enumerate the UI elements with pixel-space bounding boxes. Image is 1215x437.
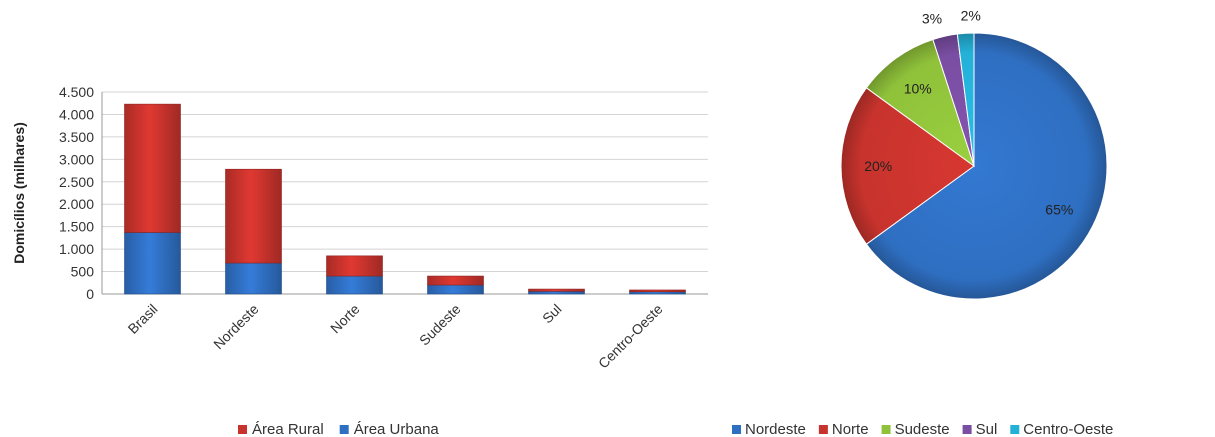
pie-value-label-sudeste: 10% bbox=[904, 81, 932, 97]
pie-chart: 65% 20% 10% 3% 2% Nordeste Norte Sudeste Sul Cen… bbox=[732, 7, 1113, 437]
legend-label-area-urbana: Área Urbana bbox=[354, 421, 440, 437]
bar-legend: Área Rural Área Urbana bbox=[238, 421, 439, 437]
pie-value-label-centro-oeste: 2% bbox=[961, 7, 981, 23]
legend-label-centro-oeste: Centro-Oeste bbox=[1023, 421, 1113, 437]
bar-y-axis-label: Domicílios (milhares) bbox=[11, 122, 27, 264]
pie-value-label-nordeste: 65% bbox=[1045, 201, 1073, 217]
legend-swatch-sul bbox=[962, 425, 972, 434]
category-label-sul: Sul bbox=[539, 301, 565, 327]
bar-norte-area-urbana bbox=[326, 275, 383, 295]
bar-y-ticks: 0 500 1.000 1.500 2.000 2.500 3.000 3.500 4.000 4… bbox=[59, 84, 94, 302]
pie-slice-sudeste bbox=[865, 38, 975, 168]
pie-legend: Nordeste Norte Sudeste Sul Centro-Oeste bbox=[732, 421, 1113, 437]
bar-norte-area-rural bbox=[326, 255, 383, 277]
category-label-centro-oeste: Centro-Oeste bbox=[595, 301, 666, 372]
pie-slice-centro-oeste bbox=[956, 32, 975, 167]
legend-label-norte: Norte bbox=[832, 421, 869, 437]
legend-swatch-area-urbana bbox=[339, 425, 349, 434]
pie-value-label-sul: 3% bbox=[922, 11, 942, 27]
bar-marks bbox=[124, 103, 686, 295]
y-tick-label: 2.500 bbox=[59, 174, 94, 190]
pie-labels: 65% 20% 10% 3% 2% bbox=[864, 7, 1073, 217]
bar-category-labels: Brasil Nordeste Norte Sudeste Sul Centro-Oest… bbox=[125, 301, 666, 372]
legend-label-sul: Sul bbox=[976, 421, 998, 437]
category-label-norte: Norte bbox=[327, 301, 363, 337]
bar-nordeste-area-urbana bbox=[225, 262, 282, 295]
legend-label-area-rural: Área Rural bbox=[252, 421, 324, 437]
bar-centro-oeste-area-urbana bbox=[629, 291, 686, 295]
y-tick-label: 3.500 bbox=[59, 129, 94, 145]
bar-gridlines bbox=[101, 91, 708, 295]
pie-slice-nordeste bbox=[865, 32, 1108, 300]
y-tick-label: 4.500 bbox=[59, 84, 94, 100]
pie-slice-norte bbox=[840, 87, 975, 245]
y-tick-label: 3.000 bbox=[59, 151, 94, 167]
legend-swatch-nordeste bbox=[732, 425, 741, 434]
category-label-brasil: Brasil bbox=[125, 301, 161, 337]
bar-sul-area-rural bbox=[528, 288, 585, 292]
y-tick-label: 500 bbox=[71, 264, 95, 280]
category-label-sudeste: Sudeste bbox=[416, 301, 464, 349]
bar-brasil-area-urbana bbox=[124, 232, 181, 295]
legend-swatch-centro-oeste bbox=[1010, 425, 1020, 434]
pie-value-label-norte: 20% bbox=[864, 158, 892, 174]
bar-nordeste-area-rural bbox=[225, 168, 282, 264]
y-tick-label: 1.500 bbox=[59, 219, 94, 235]
y-tick-label: 4.000 bbox=[59, 106, 94, 122]
bar-chart: 0 500 1.000 1.500 2.000 2.500 3.000 3.500 4.000 4… bbox=[11, 84, 708, 437]
y-tick-label: 2.000 bbox=[59, 196, 94, 212]
pie-slices bbox=[840, 32, 1108, 300]
legend-label-sudeste: Sudeste bbox=[895, 421, 950, 437]
legend-swatch-norte bbox=[818, 425, 828, 434]
legend-label-nordeste: Nordeste bbox=[745, 421, 806, 437]
bar-sul-area-urbana bbox=[528, 291, 585, 295]
bar-sudeste-area-rural bbox=[427, 275, 484, 286]
legend-swatch-sudeste bbox=[881, 425, 891, 434]
category-label-nordeste: Nordeste bbox=[210, 301, 262, 353]
y-tick-label: 1.000 bbox=[59, 241, 94, 257]
bar-centro-oeste-area-rural bbox=[629, 289, 686, 293]
bar-brasil-area-rural bbox=[124, 103, 181, 233]
bar-sudeste-area-urbana bbox=[427, 284, 484, 295]
y-tick-label: 0 bbox=[86, 286, 94, 302]
legend-swatch-area-rural bbox=[238, 425, 247, 434]
